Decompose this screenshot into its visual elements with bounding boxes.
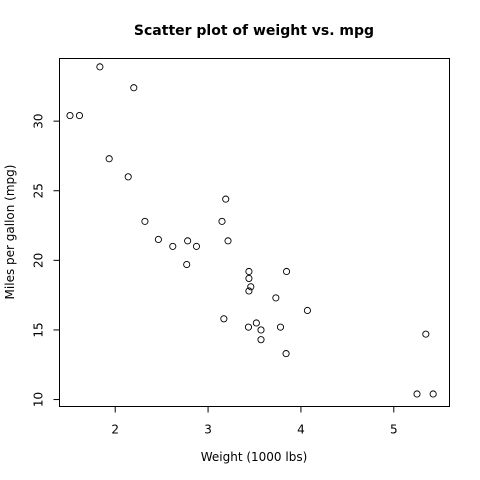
y-axis-label: Miles per gallon (mpg) xyxy=(3,165,17,300)
chart-title: Scatter plot of weight vs. mpg xyxy=(134,23,374,39)
y-tick-label: 20 xyxy=(32,253,46,268)
y-tick-label: 25 xyxy=(32,183,46,198)
data-point xyxy=(192,242,201,250)
data-point xyxy=(75,112,84,120)
data-point xyxy=(244,323,253,331)
data-point xyxy=(303,306,311,315)
data-point xyxy=(245,274,253,282)
data-point xyxy=(245,267,253,276)
data-point xyxy=(141,217,149,225)
x-tick-label: 3 xyxy=(204,423,212,437)
data-point xyxy=(247,283,255,291)
x-tick-label: 4 xyxy=(297,423,305,437)
plot-frame xyxy=(59,58,450,407)
data-point xyxy=(124,173,132,181)
y-tick-label: 15 xyxy=(32,322,46,337)
data-point xyxy=(218,217,226,225)
data-point xyxy=(169,242,177,250)
x-axis: 2 3 4 5 xyxy=(111,406,398,437)
data-point xyxy=(252,319,260,327)
data-point xyxy=(413,390,421,398)
y-tick-label: 10 xyxy=(32,392,46,407)
data-point xyxy=(154,235,162,244)
data-point xyxy=(282,350,290,358)
data-point xyxy=(183,260,191,269)
data-point xyxy=(276,323,285,331)
data-point xyxy=(282,267,291,276)
data-point xyxy=(105,155,113,163)
data-point xyxy=(66,112,74,120)
data-point xyxy=(429,390,437,398)
data-point xyxy=(96,63,104,71)
data-point xyxy=(422,330,430,338)
x-axis-label: Weight (1000 lbs) xyxy=(201,450,308,464)
data-point xyxy=(257,326,265,334)
data-point xyxy=(224,237,232,245)
x-tick-label: 5 xyxy=(390,423,398,437)
x-tick-label: 2 xyxy=(111,423,119,437)
y-tick-label: 30 xyxy=(32,113,46,128)
data-point xyxy=(245,287,253,295)
data-point xyxy=(257,336,265,344)
data-point xyxy=(222,195,230,203)
data-points xyxy=(66,63,437,398)
y-axis: 10 15 20 25 30 xyxy=(32,113,60,407)
data-point xyxy=(184,237,192,245)
data-point xyxy=(272,294,280,302)
data-point xyxy=(130,84,138,92)
data-point xyxy=(220,315,228,323)
